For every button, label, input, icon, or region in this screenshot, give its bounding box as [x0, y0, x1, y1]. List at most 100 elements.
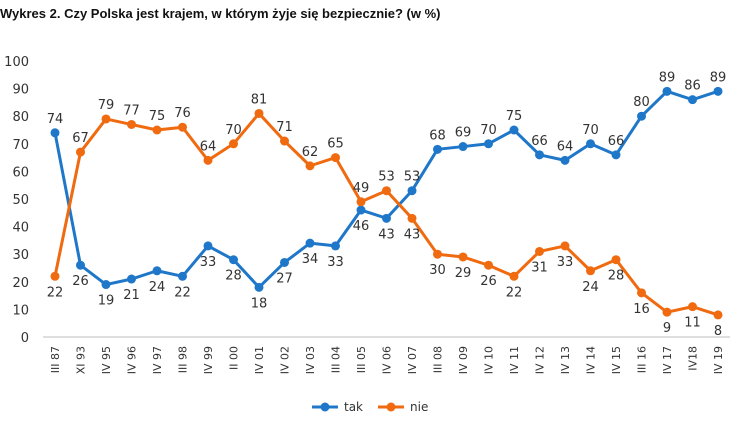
data-point-nie — [331, 153, 340, 163]
x-tick-label: II 00 — [228, 346, 241, 370]
x-tick-label: IV 95 — [100, 346, 113, 374]
data-label-nie: 22 — [47, 285, 64, 300]
data-point-nie — [662, 307, 672, 317]
x-tick-label: IV 99 — [202, 346, 215, 374]
data-point-tak — [127, 274, 136, 284]
data-point-nie — [458, 252, 468, 262]
x-tick-label: IV 12 — [534, 346, 547, 374]
data-label-nie: 31 — [531, 260, 548, 275]
data-point-nie — [356, 197, 366, 207]
data-label-tak: 33 — [200, 255, 217, 270]
x-tick-label: IV 96 — [126, 346, 139, 374]
data-label-nie: 62 — [302, 145, 319, 160]
data-label-nie: 75 — [149, 109, 166, 124]
y-tick-label: 50 — [12, 193, 29, 208]
series-points — [50, 86, 723, 320]
data-point-nie — [50, 271, 60, 281]
data-point-tak — [101, 280, 111, 290]
data-point-tak — [280, 257, 289, 267]
x-tick-label: III 05 — [355, 346, 368, 373]
data-label-tak: 22 — [174, 285, 191, 300]
x-tick-label: IV 11 — [508, 346, 521, 374]
x-tick-label: IV 01 — [253, 346, 266, 374]
x-tick-label: IV 03 — [304, 346, 317, 374]
y-tick-label: 90 — [12, 83, 29, 98]
data-point-nie — [535, 246, 544, 256]
data-point-nie — [101, 114, 111, 124]
data-point-tak — [229, 255, 238, 265]
x-tick-label: III 16 — [636, 346, 649, 373]
data-label-nie: 53 — [378, 170, 395, 185]
data-point-tak — [611, 150, 621, 160]
x-tick-label: IV 17 — [661, 346, 674, 374]
data-label-nie: 70 — [225, 123, 242, 138]
data-point-tak — [382, 213, 391, 223]
data-label-nie: 33 — [557, 255, 574, 270]
data-point-tak — [356, 205, 366, 215]
x-tick-label: III 04 — [330, 346, 343, 373]
data-point-tak — [713, 86, 723, 96]
data-label-tak: 24 — [149, 280, 166, 295]
x-tick-label: III 98 — [177, 346, 190, 373]
x-tick-label: IV 09 — [457, 346, 470, 374]
y-tick-label: 0 — [21, 331, 29, 346]
data-label-nie: 8 — [714, 324, 722, 339]
data-point-tak — [76, 260, 85, 270]
legend-label-nie: nie — [410, 400, 428, 414]
data-point-nie — [484, 260, 493, 270]
data-label-tak: 89 — [710, 70, 727, 85]
y-tick-label: 20 — [12, 276, 29, 291]
data-point-nie — [254, 108, 264, 118]
x-tick-label: IV 10 — [483, 346, 496, 374]
data-label-nie: 28 — [608, 269, 625, 284]
data-point-tak — [637, 111, 646, 121]
data-point-nie — [433, 249, 442, 259]
data-point-nie — [305, 161, 315, 171]
data-label-tak: 33 — [327, 255, 344, 270]
data-label-tak: 43 — [378, 227, 395, 242]
data-label-nie: 71 — [276, 120, 293, 135]
data-point-nie — [229, 139, 238, 149]
data-point-nie — [127, 119, 136, 129]
data-point-tak — [331, 241, 340, 251]
x-tick-label: XI 93 — [75, 346, 88, 374]
data-label-nie: 49 — [353, 181, 370, 196]
data-point-tak — [407, 186, 417, 196]
data-point-nie — [586, 266, 595, 276]
data-point-tak — [484, 139, 493, 149]
data-point-tak — [152, 266, 162, 276]
data-point-nie — [509, 271, 519, 281]
y-tick-label: 40 — [12, 221, 29, 236]
data-label-nie: 79 — [98, 98, 115, 113]
data-label-tak: 18 — [251, 296, 268, 311]
data-point-tak — [433, 144, 442, 154]
y-tick-label: 100 — [4, 55, 29, 70]
legend-marker-nie — [386, 402, 396, 412]
data-label-tak: 66 — [531, 134, 548, 149]
data-label-tak: 75 — [506, 109, 523, 124]
data-point-tak — [662, 86, 672, 96]
data-point-tak — [458, 142, 468, 152]
x-tick-label: IV 13 — [559, 346, 572, 374]
data-label-tak: 53 — [404, 170, 421, 185]
y-tick-label: 60 — [12, 165, 29, 180]
data-point-nie — [152, 125, 162, 135]
data-label-tak: 80 — [633, 95, 650, 110]
data-label-nie: 24 — [582, 280, 599, 295]
x-tick-label: IV 15 — [610, 346, 623, 374]
data-label-tak: 27 — [276, 271, 293, 286]
data-point-nie — [407, 213, 417, 223]
data-label-tak: 69 — [455, 126, 472, 141]
data-point-nie — [611, 255, 621, 265]
data-point-nie — [280, 136, 289, 146]
y-tick-label: 30 — [12, 248, 29, 263]
x-axis: III 87 XI 93 IV 95 IV 96 IV 97 III 98 IV 99 II … — [43, 336, 730, 374]
data-label-nie: 30 — [429, 263, 446, 278]
data-point-tak — [203, 241, 213, 251]
data-label-tak: 19 — [98, 294, 115, 309]
data-label-nie: 43 — [404, 227, 421, 242]
data-point-nie — [76, 147, 85, 157]
data-point-tak — [50, 128, 60, 138]
data-label-nie: 67 — [72, 131, 89, 146]
